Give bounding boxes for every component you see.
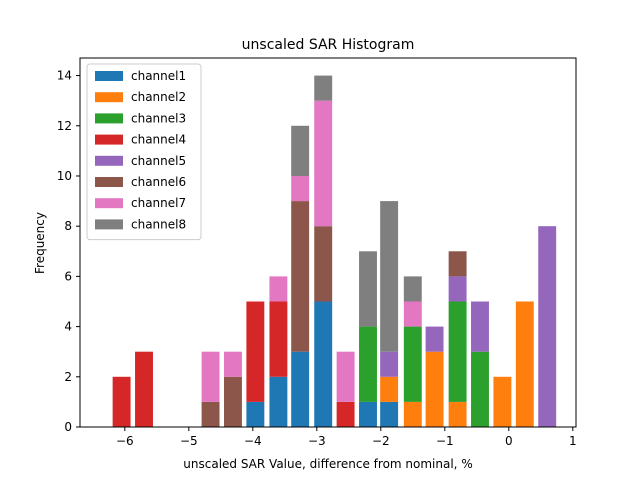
bar-channel3-0 [359,326,377,402]
x-tick-label: −4 [244,434,262,448]
bar-channel1-4 [359,401,377,427]
legend-swatch-channel8 [95,219,123,230]
bar-channel8-2 [359,251,377,327]
y-tick-label: 10 [57,169,72,183]
bar-channel4-0 [112,376,131,427]
bar-channel6-0 [201,401,220,427]
legend: channel1 channel2 channel3 channel4 channel5… [86,63,202,241]
bar-channel5-3 [471,301,489,352]
legend-swatch-channel7 [95,198,123,209]
x-tick-label: −2 [372,434,390,448]
legend-label-channel6: channel6 [131,175,186,189]
bar-channel5-1 [425,326,444,352]
bar-channel5-4 [538,226,557,427]
y-tick-label: 12 [57,119,72,133]
bar-channel8-1 [314,75,333,101]
bar-channel7-5 [336,351,355,402]
legend-label-channel2: channel2 [131,90,186,104]
bar-channel3-3 [471,351,489,427]
x-tick-label: −5 [180,434,198,448]
bar-channel1-2 [291,351,310,427]
bar-channel6-1 [224,376,242,427]
bar-channel6-2 [291,201,310,352]
bar-channel3-2 [448,301,467,402]
bar-channel4-2 [246,301,265,402]
x-tick-label: −1 [436,434,454,448]
bar-channel1-0 [246,401,265,427]
legend-label-channel1: channel1 [131,69,186,83]
y-axis: 0 2 4 6 8 10 12 14 [57,69,80,434]
bar-channel3-1 [403,326,422,402]
bar-channel7-2 [269,276,288,302]
bar-channel2-3 [448,401,467,427]
y-tick-label: 2 [64,370,72,384]
bar-channel7-0 [201,351,220,402]
legend-label-channel8: channel8 [131,217,186,231]
x-tick-label: 0 [505,434,513,448]
legend-swatch-channel4 [95,134,123,145]
bar-channel2-2 [425,351,444,427]
bar-channel4-3 [269,301,288,377]
bar-channel6-3 [314,226,333,302]
bar-channel7-1 [224,351,242,377]
legend-swatch-channel6 [95,177,123,187]
bar-channel1-3 [314,301,333,427]
legend-label-channel3: channel3 [131,111,186,125]
bar-channel2-4 [493,376,512,427]
bar-channel6-4 [448,251,467,277]
bar-channel2-0 [380,376,399,402]
bar-channel4-1 [135,351,153,427]
bar-channel7-6 [403,301,422,327]
bar-channel7-3 [291,175,310,202]
bar-channel8-4 [403,276,422,302]
legend-swatch-channel5 [95,155,123,166]
bar-channel5-0 [380,351,399,377]
legend-swatch-channel3 [95,113,123,124]
y-tick-label: 6 [64,269,72,283]
bar-channel2-5 [515,301,534,427]
x-tick-label: −3 [308,434,326,448]
bar-channel4-4 [336,401,355,427]
legend-label-channel7: channel7 [131,196,186,210]
legend-box [86,63,202,241]
bar-channel1-5 [380,401,399,427]
x-axis: −6 −5 −4 −3 −2 −1 0 1 [116,427,577,448]
bar-channel8-0 [291,125,310,176]
y-tick-label: 0 [64,420,72,434]
bar-channel7-4 [314,100,333,227]
legend-swatch-channel1 [95,71,123,81]
bars-group [112,75,557,427]
chart-title: unscaled SAR Histogram [242,37,415,53]
bar-channel1-1 [269,376,288,427]
x-axis-label: unscaled SAR Value, difference from nomi… [183,457,472,471]
x-tick-label: −6 [116,434,134,448]
bar-channel2-1 [403,401,422,427]
bar-channel5-2 [448,276,467,302]
bar-channel8-3 [380,201,399,352]
y-tick-label: 4 [64,320,72,334]
y-tick-label: 8 [64,219,72,233]
legend-swatch-channel2 [95,92,123,103]
y-tick-label: 14 [57,69,72,83]
legend-label-channel5: channel5 [131,154,186,168]
x-tick-label: 1 [569,434,577,448]
y-axis-label: Frequency [33,212,47,274]
plot-frame [79,57,577,428]
legend-label-channel4: channel4 [131,133,186,147]
